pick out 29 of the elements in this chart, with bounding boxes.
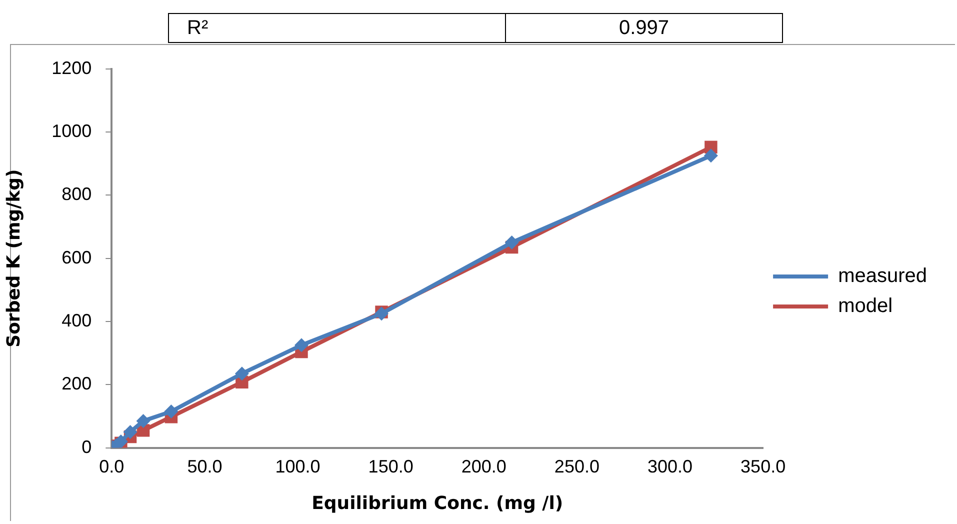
x-tick-label: 300.0: [647, 456, 693, 477]
point: [504, 236, 519, 250]
y-tick-label: 1200: [52, 58, 92, 78]
y-tick-label: 200: [62, 374, 92, 394]
point: [294, 338, 308, 352]
point: [374, 306, 389, 321]
y-tick-label: 800: [62, 184, 92, 204]
x-tick-label: 250.0: [554, 456, 600, 477]
y-axis-title: Sorbed K (mg/kg): [3, 169, 24, 348]
x-tick-label: 50.0: [187, 456, 222, 477]
x-tick-label: 350.0: [740, 456, 786, 477]
y-tick-label: 1000: [52, 120, 92, 141]
x-tick-label: 100.0: [275, 456, 320, 477]
point: [164, 404, 178, 418]
point: [123, 425, 138, 440]
point: [136, 414, 150, 428]
point: [704, 148, 718, 163]
y-tick-label: 0: [82, 436, 92, 457]
text: 0.997: [506, 14, 782, 42]
y-tick-label: 400: [62, 310, 92, 330]
x-axis-title: Equilibrium Conc. (mg /l): [312, 492, 564, 514]
x-tick-label: 200.0: [461, 456, 506, 477]
point: [234, 366, 249, 381]
y-tick-label: 600: [62, 247, 92, 268]
legend-label: model: [838, 295, 893, 318]
legend-label: measured: [838, 265, 927, 288]
text: R²: [168, 14, 506, 42]
x-tick-label: 0.0: [99, 456, 124, 477]
x-tick-label: 150.0: [368, 456, 414, 477]
